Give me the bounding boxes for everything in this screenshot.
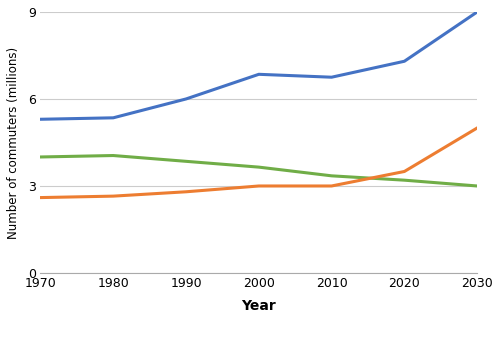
Y-axis label: Number of commuters (millions): Number of commuters (millions): [7, 46, 20, 238]
X-axis label: Year: Year: [242, 298, 276, 313]
